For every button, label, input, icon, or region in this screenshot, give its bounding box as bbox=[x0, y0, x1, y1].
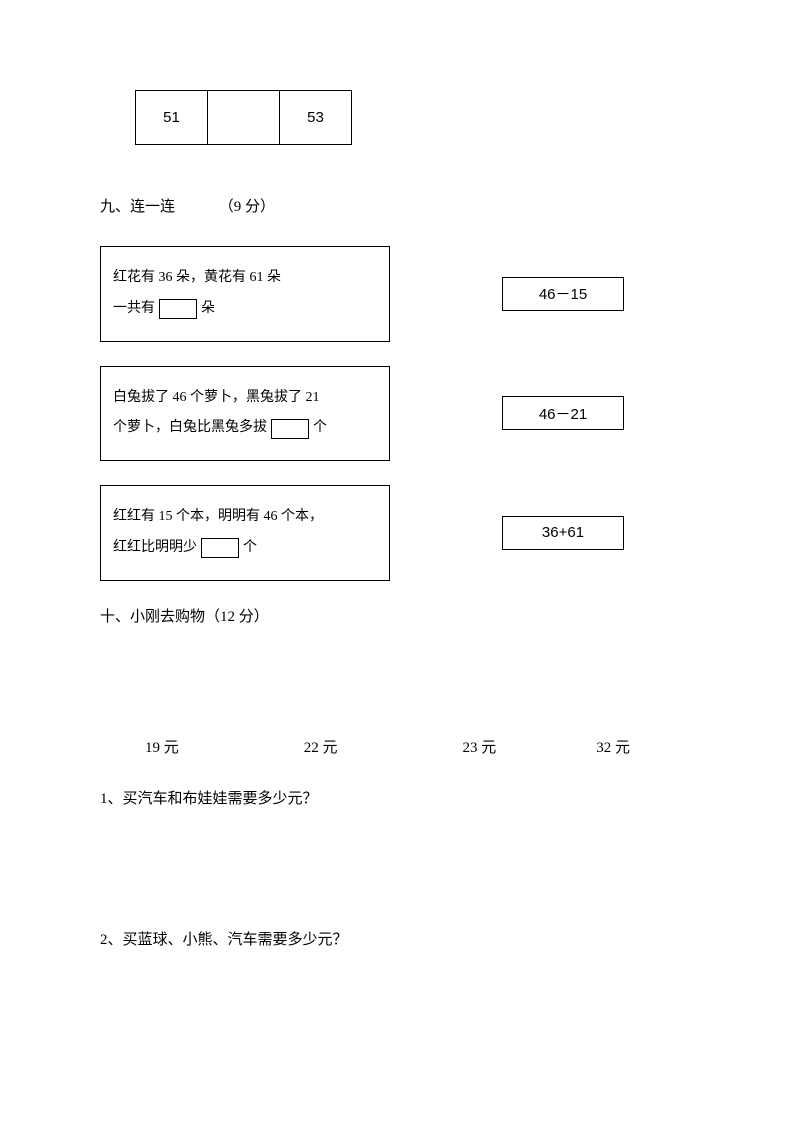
problem-text: 一共有 bbox=[113, 294, 155, 325]
problem-line: 红花有 36 朵，黄花有 61 朵 bbox=[113, 263, 377, 294]
problem-line: 白兔拔了 46 个萝卜，黑兔拔了 21 bbox=[113, 383, 377, 414]
section-10-title: 十、小刚去购物（12 分） bbox=[100, 605, 700, 626]
problem-text: 红红比明明少 bbox=[113, 533, 197, 564]
question-1: 1、买汽车和布娃娃需要多少元？ bbox=[100, 787, 700, 808]
section-9-label: 九、连一连 bbox=[100, 199, 175, 215]
problem-box-3: 红红有 15 个本，明明有 46 个本， 红红比明明少 个 bbox=[100, 485, 390, 581]
problem-line: 一共有 朵 bbox=[113, 294, 377, 325]
problem-text: 朵 bbox=[201, 294, 215, 325]
question-2: 2、买蓝球、小熊、汽车需要多少元？ bbox=[100, 928, 700, 949]
price-item: 19 元 bbox=[145, 736, 179, 757]
problem-text: 个萝卜，白兔比黑兔多拔 bbox=[113, 413, 267, 444]
problem-line: 红红比明明少 个 bbox=[113, 533, 377, 564]
problem-text: 红花有 36 朵，黄花有 61 朵 bbox=[113, 263, 281, 294]
problem-line: 个萝卜，白兔比黑兔多拔 个 bbox=[113, 413, 377, 444]
problem-text: 个 bbox=[243, 533, 257, 564]
problem-text: 红红有 15 个本，明明有 46 个本， bbox=[113, 502, 323, 533]
match-row-1: 红花有 36 朵，黄花有 61 朵 一共有 朵 46－15 bbox=[100, 246, 700, 342]
answer-text: 36+61 bbox=[542, 524, 584, 541]
price-item: 22 元 bbox=[304, 736, 338, 757]
price-item: 23 元 bbox=[463, 736, 497, 757]
blank-input-box[interactable] bbox=[201, 538, 239, 558]
table-cell bbox=[208, 91, 280, 145]
number-sequence-table: 51 53 bbox=[135, 90, 352, 145]
table-cell: 51 bbox=[136, 91, 208, 145]
problem-text: 白兔拔了 46 个萝卜，黑兔拔了 21 bbox=[113, 383, 320, 414]
problem-text: 个 bbox=[313, 413, 327, 444]
match-row-2: 白兔拔了 46 个萝卜，黑兔拔了 21 个萝卜，白兔比黑兔多拔 个 46－21 bbox=[100, 366, 700, 462]
answer-text: 46－21 bbox=[539, 403, 587, 424]
section-9-points: （9 分） bbox=[219, 199, 275, 215]
answer-text: 46－15 bbox=[539, 283, 587, 304]
price-row: 19 元 22 元 23 元 32 元 bbox=[100, 736, 700, 757]
problem-box-1: 红花有 36 朵，黄花有 61 朵 一共有 朵 bbox=[100, 246, 390, 342]
section-9-title: 九、连一连 （9 分） bbox=[100, 195, 700, 216]
blank-input-box[interactable] bbox=[159, 299, 197, 319]
answer-box-2: 46－21 bbox=[502, 396, 624, 430]
problem-line: 红红有 15 个本，明明有 46 个本， bbox=[113, 502, 377, 533]
answer-box-3: 36+61 bbox=[502, 516, 624, 550]
match-row-3: 红红有 15 个本，明明有 46 个本， 红红比明明少 个 36+61 bbox=[100, 485, 700, 581]
table-cell: 53 bbox=[280, 91, 352, 145]
problem-box-2: 白兔拔了 46 个萝卜，黑兔拔了 21 个萝卜，白兔比黑兔多拔 个 bbox=[100, 366, 390, 462]
answer-box-1: 46－15 bbox=[502, 277, 624, 311]
price-item: 32 元 bbox=[596, 736, 630, 757]
blank-input-box[interactable] bbox=[271, 419, 309, 439]
